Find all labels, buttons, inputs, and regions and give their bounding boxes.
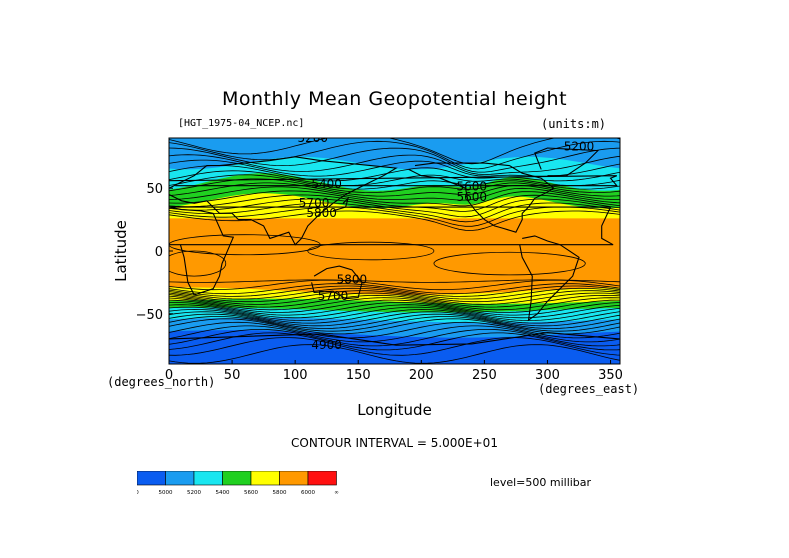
- y-tick-label: 50: [146, 182, 163, 197]
- colorbar-label: 0: [137, 490, 139, 496]
- colorbar-label: 5600: [244, 490, 258, 496]
- coastline: [311, 265, 363, 300]
- contour-line: [169, 304, 620, 319]
- contour-value-label: 5800: [306, 206, 337, 220]
- x-tick-label: 300: [535, 368, 560, 383]
- contour-line: [169, 178, 620, 194]
- x-tick-label: 250: [472, 368, 497, 383]
- colorbar-label: 5200: [187, 490, 201, 496]
- contour-line: [169, 279, 620, 283]
- contour-line: [169, 302, 620, 316]
- contour-line: [169, 147, 620, 173]
- contour-value-label: 5800: [337, 273, 368, 287]
- contour-line: [169, 165, 620, 182]
- contour-line: [169, 210, 620, 231]
- x-tick-label: 0: [165, 368, 173, 383]
- coastline: [408, 162, 555, 233]
- contour-line: [169, 290, 620, 303]
- y-axis-ticks: 50 0 −50: [136, 182, 173, 323]
- contour-line: [169, 194, 620, 212]
- x-axis-label: Longitude: [357, 401, 432, 419]
- colorbar-swatch: [222, 471, 252, 486]
- contour-loop: [433, 251, 586, 276]
- contour-line: [169, 283, 620, 295]
- coastline: [519, 235, 580, 322]
- contour-line: [169, 140, 620, 170]
- x-tick-label: 350: [598, 368, 623, 383]
- x-tick-label: 200: [409, 368, 434, 383]
- contour-value-label: 5200: [564, 140, 595, 154]
- y-axis-units: (degrees_north): [107, 375, 216, 389]
- contour-line: [169, 321, 620, 339]
- contour-line: [169, 285, 620, 297]
- contour-line: [169, 337, 620, 356]
- coastline: [534, 147, 600, 177]
- y-tick-label: 0: [155, 245, 163, 260]
- contour-loop: [169, 250, 227, 277]
- colorbar-swatch: [193, 471, 223, 486]
- contour-value-label: 5700: [318, 289, 349, 303]
- coastlines: [169, 147, 620, 346]
- contour-line: [169, 332, 620, 351]
- contour-line: [169, 308, 620, 324]
- contour-line: [169, 316, 620, 332]
- colorbar-label: 6000: [301, 490, 315, 496]
- contour-line: [169, 190, 620, 207]
- contour-line: [169, 287, 620, 300]
- contour-line: [169, 186, 620, 201]
- contour-value-label: 4900: [311, 338, 342, 352]
- colorbar-swatch: [307, 471, 337, 486]
- contour-line: [169, 325, 620, 343]
- colorbar-label: ∞: [334, 490, 339, 496]
- contour-line: [169, 297, 620, 311]
- contour-line: [169, 344, 620, 364]
- contour-lines: [169, 138, 620, 364]
- contour-value-label: 5400: [311, 177, 342, 191]
- x-tick-label: 100: [283, 368, 308, 383]
- contour-value-label: 5200: [298, 131, 329, 145]
- contour-line: [169, 182, 620, 197]
- coastline: [169, 156, 398, 246]
- units-label: (units:m): [541, 117, 607, 131]
- contour-line: [169, 313, 620, 329]
- coastline: [169, 175, 618, 187]
- x-tick-label: 150: [346, 368, 371, 383]
- contour-line: [169, 198, 620, 218]
- colorbar-swatch: [250, 471, 280, 486]
- contour-line: [169, 138, 620, 165]
- contour-value-label: 5600: [456, 180, 487, 194]
- x-axis-ticks: 0 50 100 150 200 250 300 350: [165, 360, 623, 383]
- contour-value-label: 5600: [456, 190, 487, 204]
- colorbar-label: 5000: [159, 490, 173, 496]
- colorbar-label: 5800: [273, 490, 287, 496]
- contour-line: [169, 311, 620, 327]
- contour-line: [169, 299, 620, 313]
- colorbar-swatch: [279, 471, 309, 486]
- contour-line: [169, 306, 620, 321]
- chart-title: Monthly Mean Geopotential height: [221, 88, 568, 110]
- dataset-label: [HGT_1975-04_NCEP.nc]: [178, 118, 305, 129]
- y-axis-label: Latitude: [112, 220, 130, 282]
- contour-line: [169, 329, 620, 347]
- colorbar-label: 5400: [216, 490, 230, 496]
- colorbar-legend: 0 5000 5200 5400 5600 5800 6000 ∞: [137, 471, 339, 496]
- coastline: [332, 196, 350, 212]
- contour-loop: [307, 241, 435, 261]
- level-label: level=500 millibar: [490, 476, 592, 489]
- contour-interval-text: CONTOUR INTERVAL = 5.000E+01: [291, 436, 498, 450]
- contour-line: [169, 292, 620, 305]
- contour-value-label: 5700: [299, 196, 330, 210]
- contour-line: [169, 202, 620, 223]
- y-tick-label: −50: [136, 308, 163, 323]
- coastline: [169, 206, 614, 296]
- colorbar-swatch: [165, 471, 195, 486]
- x-axis-units: (degrees_east): [538, 382, 640, 396]
- coastline: [169, 332, 620, 346]
- colorbar-swatch: [137, 471, 166, 486]
- x-tick-label: 50: [224, 368, 241, 383]
